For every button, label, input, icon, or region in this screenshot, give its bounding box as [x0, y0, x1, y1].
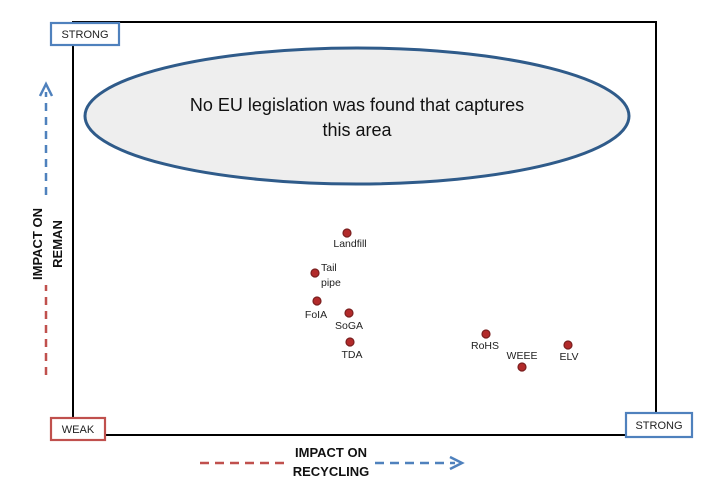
point-marker: [563, 340, 573, 350]
region-text-line1: No EU legislation was found that capture…: [190, 95, 524, 115]
no-legislation-region: [83, 46, 631, 186]
point-tda: TDA: [342, 337, 363, 361]
corner-strong-right-box: [624, 411, 694, 439]
point-marker: [344, 308, 354, 318]
point-soga: SoGA: [335, 308, 363, 332]
point-marker: [342, 228, 352, 238]
x-axis-title-line1: IMPACT ON: [295, 445, 367, 460]
point-label: SoGA: [335, 320, 363, 332]
corner-strong-right-label: STRONG: [635, 420, 682, 432]
point-label-line1: Tail: [321, 262, 337, 274]
point-marker: [345, 337, 355, 347]
region-text-line2: this area: [322, 120, 392, 140]
point-label: Landfill: [333, 238, 366, 250]
y-axis-title-line2: REMAN: [50, 220, 65, 268]
x-axis-arrowhead-icon: [449, 455, 465, 471]
point-landfill: Landfill: [333, 228, 367, 250]
point-tail-pipe: Tail pipe: [310, 262, 341, 289]
point-rohs: RoHS: [471, 329, 499, 352]
point-weee: WEEE: [507, 350, 538, 372]
y-axis-title-line1: IMPACT ON: [30, 208, 45, 280]
corner-weak-label: WEAK: [62, 424, 95, 436]
point-label: TDA: [342, 349, 363, 361]
point-label: RoHS: [471, 340, 499, 352]
point-marker: [481, 329, 491, 339]
corner-strong-top-box: [49, 21, 121, 47]
point-foia: FoIA: [305, 296, 327, 321]
plot-frame: [72, 21, 657, 436]
corner-strong-top-label: STRONG: [61, 29, 108, 41]
y-axis-arrowhead-icon: [38, 81, 54, 97]
point-label-line2: pipe: [321, 277, 341, 289]
point-marker: [310, 268, 320, 278]
point-label: WEEE: [507, 350, 538, 362]
point-elv: ELV: [559, 340, 579, 363]
point-marker: [312, 296, 322, 306]
x-axis-title-line2: RECYCLING: [293, 464, 370, 479]
corner-weak-box: [49, 416, 107, 442]
point-marker: [517, 362, 527, 372]
point-label: ELV: [559, 351, 578, 363]
point-label: FoIA: [305, 309, 327, 321]
